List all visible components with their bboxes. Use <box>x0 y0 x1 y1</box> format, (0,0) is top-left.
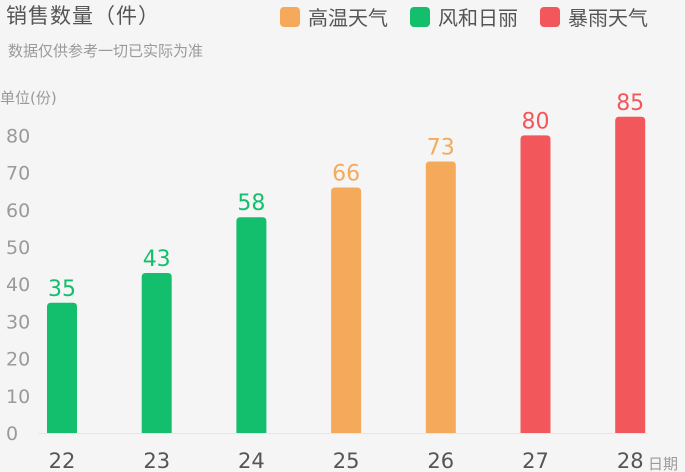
legend-label-hot: 高温天气 <box>308 6 388 30</box>
bar-value-label: 66 <box>332 161 360 186</box>
y-tick-label: 30 <box>6 311 30 333</box>
y-tick-label: 10 <box>6 386 30 408</box>
y-tick-label: 80 <box>6 125 30 147</box>
bar-value-label: 80 <box>522 109 550 134</box>
legend-label-rainstorm: 暴雨天气 <box>568 6 648 30</box>
bar <box>425 161 456 433</box>
bar-value-label: 58 <box>237 191 265 216</box>
chart-title: 销售数量（件） <box>6 4 160 28</box>
legend-label-sunny: 风和日丽 <box>438 6 518 30</box>
y-tick-label: 20 <box>6 349 30 371</box>
legend-swatch-hot <box>280 6 300 27</box>
legend-swatch-rainstorm <box>540 6 560 27</box>
bar-value-label: 73 <box>427 135 455 160</box>
x-tick-label: 26 <box>427 449 454 472</box>
x-tick-label: 27 <box>522 449 549 472</box>
bar <box>141 273 172 433</box>
bar-value-label: 85 <box>616 91 644 116</box>
bar <box>236 217 267 433</box>
legend-swatch-sunny <box>410 6 430 27</box>
x-tick-label: 24 <box>238 449 265 472</box>
legend-item-rainstorm[interactable]: 暴雨天气 <box>540 2 648 31</box>
x-tick-label: 25 <box>333 449 360 472</box>
legend: 高温天气 风和日丽 暴雨天气 <box>280 2 685 31</box>
y-axis-label: 单位(份) <box>0 89 57 107</box>
bar-value-label: 43 <box>143 247 171 272</box>
bar <box>331 187 362 433</box>
x-tick-label: 23 <box>143 449 170 472</box>
y-tick-label: 60 <box>6 200 30 222</box>
x-axis-label: 日期 <box>648 455 678 472</box>
y-tick-label: 70 <box>6 163 30 185</box>
x-tick-label: 22 <box>49 449 76 472</box>
bar <box>615 116 646 434</box>
bar-value-label: 35 <box>48 277 76 302</box>
bar <box>520 135 551 433</box>
x-tick-label: 28 <box>617 449 644 472</box>
legend-item-hot[interactable]: 高温天气 <box>280 2 388 31</box>
chart-subtitle: 数据仅供参考一切已实际为准 <box>8 42 204 60</box>
y-tick-label: 0 <box>6 423 18 445</box>
y-tick-label: 40 <box>6 274 30 296</box>
bar <box>47 302 77 433</box>
y-tick-label: 50 <box>6 237 30 259</box>
legend-item-sunny[interactable]: 风和日丽 <box>410 2 518 31</box>
